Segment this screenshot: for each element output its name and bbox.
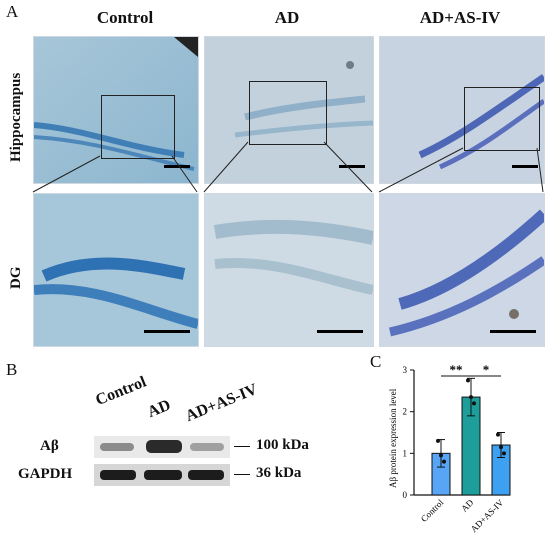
scale-bar	[512, 165, 538, 168]
significance-label: **	[450, 362, 463, 377]
micrograph-asiv-hippocampus	[379, 36, 545, 184]
scale-bar	[164, 165, 190, 168]
inset-box-ad	[249, 81, 327, 145]
column-heading-control: Control	[96, 8, 154, 27]
y-tick-label: 3	[403, 365, 408, 375]
scale-bar	[490, 330, 536, 333]
scale-bar	[144, 330, 190, 333]
significance-label: *	[483, 362, 490, 377]
bar-chart: Aβ protein expression level 0 1 2 3 Control…	[388, 362, 511, 534]
inset-box-control	[101, 95, 175, 159]
column-heading-ad: AD	[274, 8, 300, 27]
x-tick-label: AD	[459, 497, 476, 514]
x-tick-label: AD+AS-IV	[469, 497, 506, 534]
band-label-abeta: Aβ	[40, 438, 59, 454]
y-tick-label: 1	[403, 448, 408, 458]
data-point	[499, 445, 503, 450]
micrograph-control-dg	[33, 193, 199, 347]
data-point	[496, 432, 500, 437]
marker-dash-gapdh	[234, 474, 250, 475]
blot-strip-abeta	[94, 436, 230, 458]
panel-letter-a: A	[6, 2, 19, 21]
blot-strip-gapdh	[94, 464, 230, 486]
scale-bar	[317, 330, 363, 333]
data-point	[439, 453, 443, 458]
y-axis-label: Aβ protein expression level	[388, 388, 398, 488]
data-point	[472, 401, 476, 406]
column-heading-ad-asiv: AD+AS-IV	[419, 8, 501, 27]
band-label-gapdh: GAPDH	[18, 466, 73, 482]
y-tick-label: 2	[403, 407, 408, 417]
marker-dash-abeta	[234, 446, 250, 447]
micrograph-ad-dg	[204, 193, 374, 347]
data-point	[436, 438, 440, 443]
panel-letter-c: C	[370, 352, 382, 371]
scale-bar	[339, 165, 365, 168]
panel-letter-b: B	[6, 360, 18, 379]
data-point	[469, 395, 473, 400]
inset-box-asiv	[464, 87, 540, 151]
marker-size-abeta: 100 kDa	[256, 437, 309, 453]
data-point	[442, 459, 446, 464]
data-point	[502, 451, 506, 456]
x-tick-label: Control	[419, 497, 446, 524]
micrograph-control-hippocampus	[33, 36, 199, 184]
marker-size-gapdh: 36 kDa	[256, 465, 302, 481]
micrograph-asiv-dg	[379, 193, 545, 347]
data-point	[466, 378, 470, 383]
y-tick-label: 0	[403, 490, 408, 500]
